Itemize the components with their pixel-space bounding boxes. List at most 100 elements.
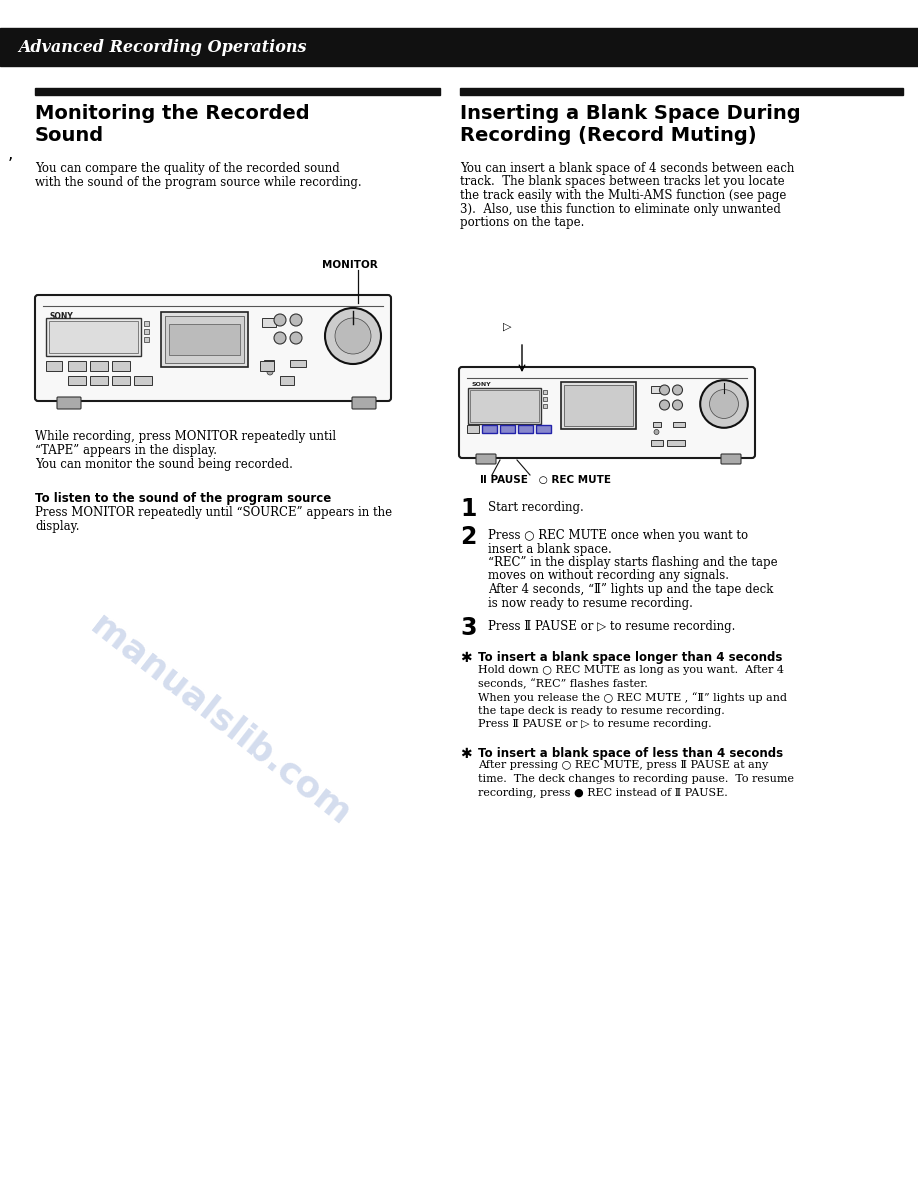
FancyBboxPatch shape — [476, 454, 496, 465]
Bar — [536, 425, 551, 434]
Circle shape — [710, 390, 738, 418]
Bar — [468, 388, 541, 424]
Text: seconds, “REC” flashes faster.: seconds, “REC” flashes faster. — [478, 678, 648, 689]
Text: You can monitor the sound being recorded.: You can monitor the sound being recorded… — [35, 459, 293, 470]
Bar — [543, 404, 546, 407]
Circle shape — [659, 385, 669, 394]
Text: the tape deck is ready to resume recording.: the tape deck is ready to resume recordi… — [478, 706, 724, 715]
Text: Monitoring the Recorded: Monitoring the Recorded — [35, 105, 309, 124]
Text: To insert a blank space longer than 4 seconds: To insert a blank space longer than 4 se… — [478, 651, 782, 664]
Bar — [543, 390, 546, 394]
Bar — [651, 440, 663, 446]
FancyBboxPatch shape — [459, 367, 755, 459]
Bar — [518, 425, 533, 434]
Text: with the sound of the program source while recording.: with the sound of the program source whi… — [35, 176, 362, 189]
Bar — [90, 361, 108, 371]
Text: portions on the tape.: portions on the tape. — [460, 216, 585, 229]
Text: “TAPE” appears in the display.: “TAPE” appears in the display. — [35, 444, 217, 457]
Text: “REC” in the display starts flashing and the tape: “REC” in the display starts flashing and… — [488, 556, 778, 569]
Bar — [143, 321, 149, 326]
Text: Press MONITOR repeatedly until “SOURCE” appears in the: Press MONITOR repeatedly until “SOURCE” … — [35, 506, 392, 519]
Circle shape — [290, 331, 302, 345]
Text: You can insert a blank space of 4 seconds between each: You can insert a blank space of 4 second… — [460, 162, 794, 175]
Text: To insert a blank space of less than 4 seconds: To insert a blank space of less than 4 s… — [478, 746, 783, 759]
Bar — [500, 425, 515, 434]
Circle shape — [673, 400, 682, 410]
Circle shape — [335, 318, 371, 354]
Bar — [264, 360, 274, 367]
Bar — [169, 324, 240, 355]
Bar — [90, 375, 108, 385]
Bar — [0, 29, 918, 67]
Text: is now ready to resume recording.: is now ready to resume recording. — [488, 596, 693, 609]
Bar — [653, 422, 660, 426]
Text: moves on without recording any signals.: moves on without recording any signals. — [488, 569, 729, 582]
Bar — [280, 375, 294, 385]
Circle shape — [274, 314, 286, 326]
Bar — [460, 88, 903, 95]
Circle shape — [654, 430, 659, 435]
Text: Press Ⅱ PAUSE or ▷ to resume recording.: Press Ⅱ PAUSE or ▷ to resume recording. — [478, 719, 711, 729]
Text: recording, press ● REC instead of Ⅱ PAUSE.: recording, press ● REC instead of Ⅱ PAUS… — [478, 788, 728, 797]
Bar — [543, 397, 546, 402]
Bar — [262, 318, 276, 327]
Bar — [666, 440, 685, 446]
Text: SONY: SONY — [472, 383, 492, 387]
Circle shape — [700, 380, 748, 428]
Bar — [112, 375, 130, 385]
Circle shape — [659, 400, 669, 410]
Text: Hold down ○ REC MUTE as long as you want.  After 4: Hold down ○ REC MUTE as long as you want… — [478, 665, 784, 675]
Text: Recording (Record Muting): Recording (Record Muting) — [460, 126, 756, 145]
FancyBboxPatch shape — [57, 397, 81, 409]
Bar — [561, 383, 636, 429]
Text: While recording, press MONITOR repeatedly until: While recording, press MONITOR repeatedl… — [35, 430, 336, 443]
Text: After pressing ○ REC MUTE, press Ⅱ PAUSE at any: After pressing ○ REC MUTE, press Ⅱ PAUSE… — [478, 760, 768, 771]
Bar — [143, 329, 149, 334]
Text: Advanced Recording Operations: Advanced Recording Operations — [18, 38, 307, 56]
Bar — [46, 318, 140, 356]
Bar — [470, 390, 539, 422]
Bar — [467, 425, 479, 434]
Circle shape — [274, 331, 286, 345]
Text: ,: , — [8, 145, 14, 163]
Text: track.  The blank spaces between tracks let you locate: track. The blank spaces between tracks l… — [460, 176, 785, 189]
FancyBboxPatch shape — [352, 397, 376, 409]
Bar — [68, 361, 86, 371]
Bar — [161, 312, 248, 367]
Bar — [651, 386, 660, 393]
Text: 3).  Also, use this function to eliminate only unwanted: 3). Also, use this function to eliminate… — [460, 202, 781, 215]
Text: To listen to the sound of the program source: To listen to the sound of the program so… — [35, 492, 331, 505]
Text: Inserting a Blank Space During: Inserting a Blank Space During — [460, 105, 800, 124]
Text: 3: 3 — [460, 617, 476, 640]
Text: the track easily with the Multi-AMS function (see page: the track easily with the Multi-AMS func… — [460, 189, 787, 202]
Text: Ⅱ PAUSE   ○ REC MUTE: Ⅱ PAUSE ○ REC MUTE — [480, 475, 611, 485]
Text: Sound: Sound — [35, 126, 104, 145]
Circle shape — [290, 314, 302, 326]
Bar — [143, 337, 149, 342]
Bar — [35, 88, 440, 95]
Circle shape — [673, 385, 682, 394]
Text: You can compare the quality of the recorded sound: You can compare the quality of the recor… — [35, 162, 340, 175]
Text: time.  The deck changes to recording pause.  To resume: time. The deck changes to recording paus… — [478, 775, 794, 784]
Text: Press Ⅱ PAUSE or ▷ to resume recording.: Press Ⅱ PAUSE or ▷ to resume recording. — [488, 620, 735, 633]
Circle shape — [325, 308, 381, 364]
Text: After 4 seconds, “Ⅱ” lights up and the tape deck: After 4 seconds, “Ⅱ” lights up and the t… — [488, 583, 773, 596]
Bar — [260, 361, 274, 371]
Circle shape — [267, 369, 273, 375]
Text: insert a blank space.: insert a blank space. — [488, 543, 611, 556]
Bar — [290, 360, 306, 367]
Bar — [46, 361, 62, 371]
FancyBboxPatch shape — [721, 454, 741, 465]
Bar — [164, 316, 244, 364]
Text: manualslib.com: manualslib.com — [84, 608, 356, 832]
Text: MONITOR: MONITOR — [322, 260, 378, 270]
FancyBboxPatch shape — [35, 295, 391, 402]
Bar — [112, 361, 130, 371]
Text: 2: 2 — [460, 525, 476, 549]
Text: Press ○ REC MUTE once when you want to: Press ○ REC MUTE once when you want to — [488, 529, 748, 542]
Text: SONY: SONY — [50, 312, 73, 321]
Bar — [673, 422, 685, 426]
Text: Start recording.: Start recording. — [488, 501, 584, 514]
Bar — [68, 375, 86, 385]
Text: ✱: ✱ — [460, 651, 472, 665]
